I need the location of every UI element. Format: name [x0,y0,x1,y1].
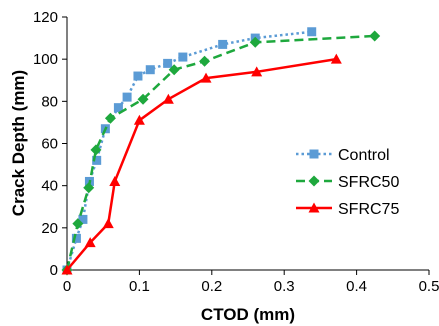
legend-label: Control [338,147,390,164]
legend-label: SFRC75 [338,201,399,218]
data-point-sfrc50 [72,218,84,230]
x-tick-label: 0.5 [419,278,439,295]
x-axis-label: CTOD (mm) [201,305,295,324]
legend-item-sfrc75: SFRC75 [296,201,399,218]
y-tick-label: 0 [50,262,58,279]
axes [62,16,430,275]
data-point-sfrc75 [102,218,114,229]
y-tick-label: 120 [33,9,58,26]
tick-labels: 0 20 40 60 80 100 120 0 0.1 0.2 0.3 0.4 0.5 [33,9,439,295]
data-point-control [78,214,88,224]
x-tick-label: 0.4 [346,278,367,295]
data-point-sfrc75 [162,93,174,104]
data-point-sfrc75 [200,72,212,83]
series-line-sfrc75 [66,57,337,271]
x-tick-label: 0.1 [129,278,150,295]
series-line-control [65,30,312,271]
data-point-control [92,155,102,165]
x-tick-label: 0.2 [201,278,222,295]
data-point-sfrc50 [83,182,95,194]
y-axis-label: Crack Depth (mm) [9,70,28,216]
data-point-sfrc50 [249,36,261,48]
data-point-control [113,103,123,113]
y-tick-label: 100 [33,51,58,68]
data-point-control [178,52,188,62]
series-line-sfrc50 [65,34,375,271]
data-point-sfrc50 [104,112,116,124]
data-point-sfrc50 [90,144,102,156]
series-control [62,27,317,275]
series-sfrc50 [61,30,381,276]
legend-swatch-marker [308,202,320,213]
y-tick-label: 20 [41,220,58,237]
data-point-control [163,58,173,68]
data-point-sfrc75 [84,237,96,248]
data-point-control [145,65,155,75]
data-point-sfrc75 [61,264,73,275]
data-point-sfrc75 [251,66,263,77]
legend: Control SFRC50 SFRC75 [296,147,399,218]
y-tick-label: 40 [41,178,58,195]
x-tick-label: 0 [63,278,71,295]
data-point-control [133,71,143,81]
legend-item-sfrc50: SFRC50 [296,174,399,191]
data-point-sfrc75 [330,53,342,64]
data-point-sfrc50 [168,64,180,76]
legend-swatch-marker [309,149,319,159]
data-point-sfrc50 [369,30,381,42]
data-point-control [218,39,228,49]
data-point-control [307,27,317,37]
y-tick-label: 80 [41,93,58,110]
legend-item-control: Control [296,147,390,164]
y-tick-label: 60 [41,136,58,153]
data-point-sfrc75 [109,175,121,186]
series-group [61,27,381,276]
data-point-sfrc75 [133,114,145,125]
legend-label: SFRC50 [338,174,399,191]
data-point-control [122,92,132,102]
data-point-sfrc50 [137,93,149,105]
legend-swatch-marker [308,175,320,187]
data-point-sfrc50 [199,55,211,67]
data-point-control [71,233,81,243]
series-sfrc75 [61,53,342,275]
x-tick-label: 0.3 [274,278,295,295]
